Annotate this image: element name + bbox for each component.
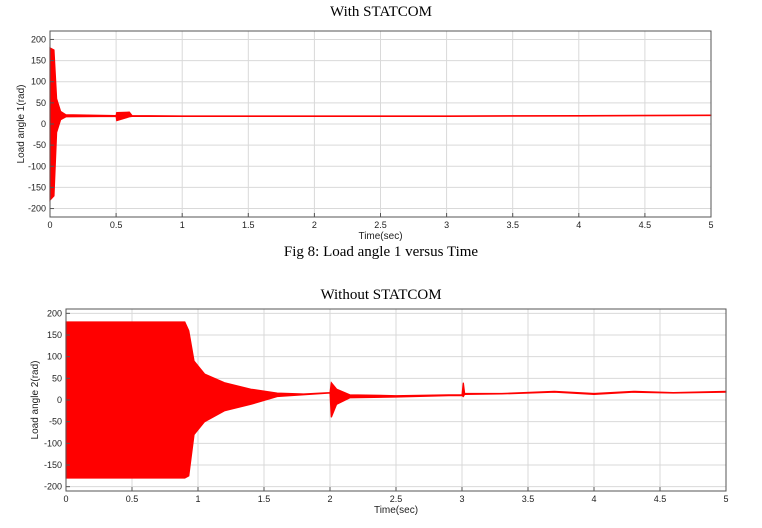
y-axis-label: Load angle 2(rad) xyxy=(30,361,41,440)
y-tick-label: -200 xyxy=(28,204,46,214)
y-tick-label: 50 xyxy=(52,373,62,383)
chart1-title: With STATCOM xyxy=(330,4,432,20)
x-tick-label: 3 xyxy=(444,220,449,230)
x-tick-label: 4.5 xyxy=(654,494,667,504)
y-tick-label: -50 xyxy=(33,140,46,150)
y-tick-label: 200 xyxy=(31,34,46,44)
y-tick-label: 0 xyxy=(41,119,46,129)
y-tick-label: 150 xyxy=(31,56,46,66)
x-tick-label: 0 xyxy=(47,220,52,230)
y-tick-label: -100 xyxy=(28,161,46,171)
y-tick-label: -100 xyxy=(44,438,62,448)
y-tick-label: 50 xyxy=(36,98,46,108)
x-tick-label: 1 xyxy=(195,494,200,504)
y-tick-label: 100 xyxy=(47,352,62,362)
x-axis-label: Time(sec) xyxy=(374,505,418,516)
x-tick-label: 0 xyxy=(63,494,68,504)
x-tick-label: 3 xyxy=(459,494,464,504)
y-tick-label: -150 xyxy=(28,182,46,192)
x-tick-label: 5 xyxy=(708,220,713,230)
x-tick-label: 4 xyxy=(591,494,596,504)
y-tick-label: 0 xyxy=(57,395,62,405)
x-tick-label: 2.5 xyxy=(390,494,403,504)
x-tick-label: 4 xyxy=(576,220,581,230)
x-tick-label: 1 xyxy=(180,220,185,230)
x-tick-label: 0.5 xyxy=(110,220,123,230)
y-tick-label: 100 xyxy=(31,77,46,87)
y-tick-label: 150 xyxy=(47,330,62,340)
figure-caption: Fig 8: Load angle 1 versus Time xyxy=(283,244,479,260)
x-axis-label: Time(sec) xyxy=(358,231,402,242)
x-tick-label: 3.5 xyxy=(506,220,519,230)
x-tick-label: 2.5 xyxy=(374,220,387,230)
y-tick-label: -150 xyxy=(44,460,62,470)
y-axis-label: Load angle 1(rad) xyxy=(16,85,27,164)
x-tick-label: 5 xyxy=(723,494,728,504)
y-tick-label: 200 xyxy=(47,308,62,318)
x-tick-label: 3.5 xyxy=(522,494,535,504)
x-tick-label: 1.5 xyxy=(242,220,255,230)
y-tick-label: -200 xyxy=(44,482,62,492)
x-tick-label: 2 xyxy=(312,220,317,230)
x-tick-label: 0.5 xyxy=(126,494,139,504)
chart-load-angle-1: 0 0.5 1 1.5 2 2.5 3 3.5 4 4.5 5 -200 -150 -100 -50 0 50 1… xyxy=(16,30,714,242)
x-tick-label: 4.5 xyxy=(639,220,652,230)
x-tick-label: 1.5 xyxy=(258,494,271,504)
chart-load-angle-2: 0 0.5 1 1.5 2 2.5 3 3.5 4 4.5 5 -200 -150 -100 -50 0 50 1… xyxy=(30,308,729,516)
chart2-title: Without STATCOM xyxy=(320,287,442,303)
x-tick-label: 2 xyxy=(327,494,332,504)
y-tick-label: -50 xyxy=(49,417,62,427)
